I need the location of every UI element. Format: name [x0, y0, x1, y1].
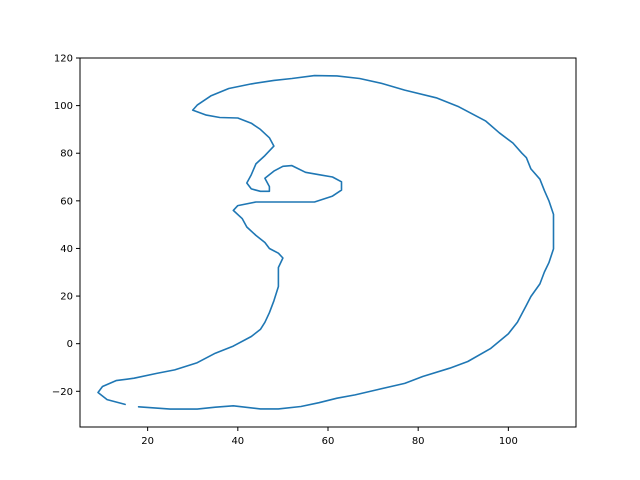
y-tick-label: 40: [60, 244, 73, 255]
ticks-layer: 20 40 60 80 100 −20 0 20 40 60 80 100 120: [52, 54, 518, 448]
y-tick-label: 0: [67, 339, 73, 350]
y-tick-label: 100: [54, 101, 73, 112]
x-tick-label: 40: [231, 436, 244, 447]
y-tick-label: −20: [52, 387, 73, 398]
x-tick-label: 20: [141, 436, 154, 447]
y-tick-label: 60: [60, 196, 73, 207]
series-layer: [97, 74, 555, 410]
axes-frame: [79, 57, 577, 428]
x-tick-label: 80: [412, 436, 425, 447]
y-tick-label: 20: [60, 292, 73, 303]
y-tick-label: 120: [54, 54, 73, 65]
y-tick-label: 80: [60, 149, 73, 160]
x-tick-label: 100: [499, 436, 518, 447]
x-tick-label: 60: [322, 436, 335, 447]
series-line: [97, 74, 555, 410]
